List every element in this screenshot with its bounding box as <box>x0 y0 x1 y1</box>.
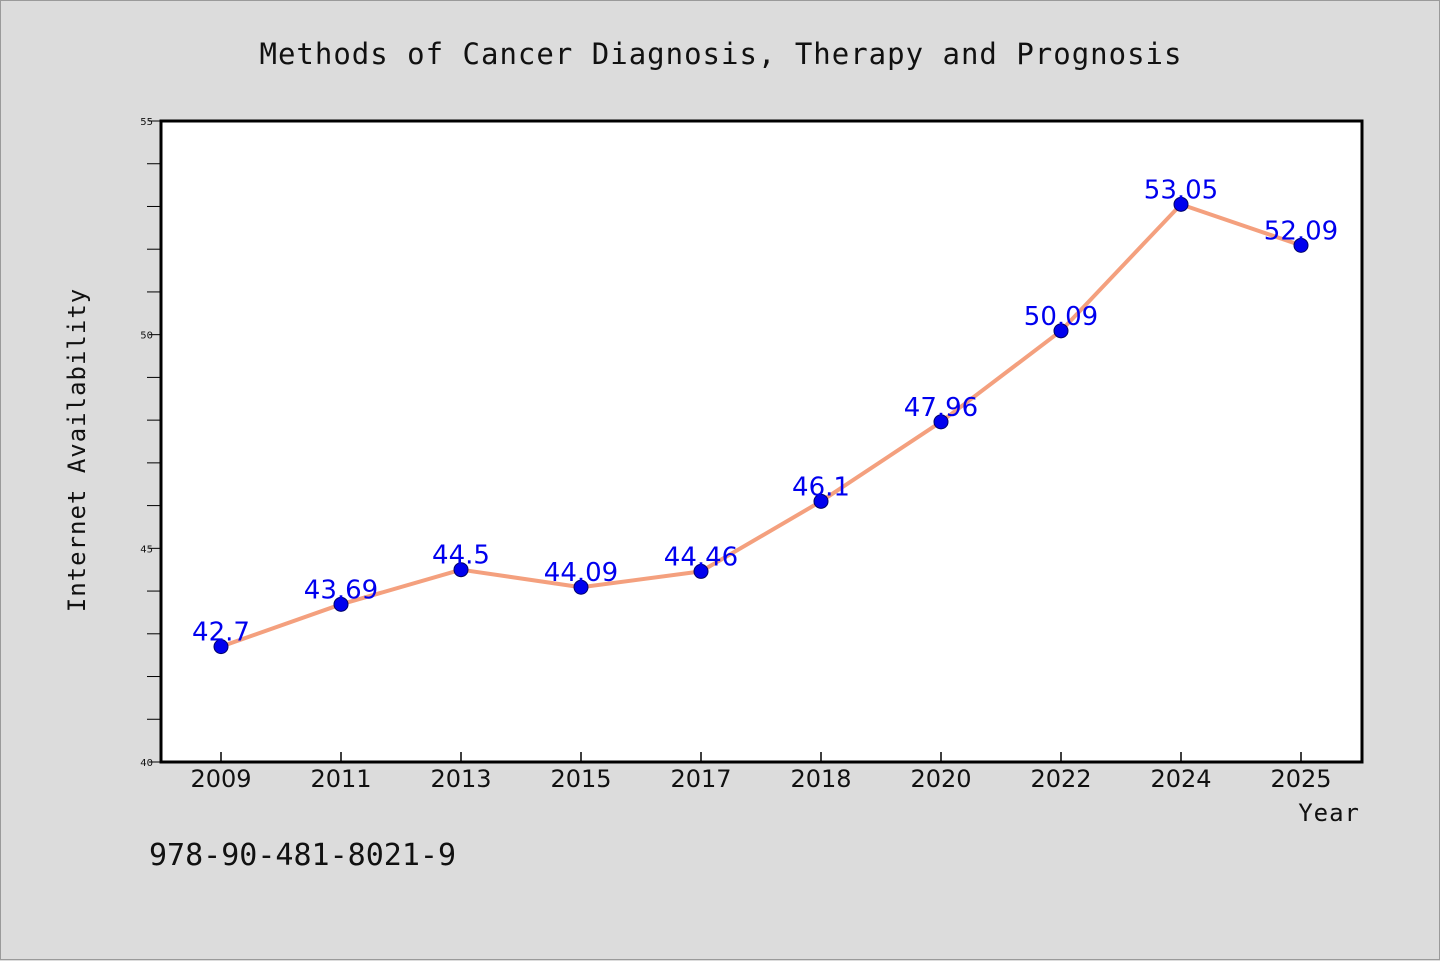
y-axis: 40 45 50 55 <box>140 117 161 769</box>
y-axis-label: Internet Availability <box>63 288 91 612</box>
data-point <box>693 563 709 579</box>
data-point <box>1293 237 1309 253</box>
y-tick-label: 40 <box>140 758 153 769</box>
data-label: 43.69 <box>304 575 378 605</box>
data-point <box>933 414 949 430</box>
data-label: 46.1 <box>792 472 850 502</box>
data-point <box>453 562 469 578</box>
x-tick-label: 2024 <box>1150 765 1211 793</box>
data-point <box>213 639 229 655</box>
data-label: 50.09 <box>1024 302 1098 332</box>
data-label: 44.09 <box>544 558 618 588</box>
x-axis: 2009 2011 2013 2015 2017 2018 2020 2022 2024 2025 <box>190 752 1332 793</box>
isbn-text: 978-90-481-8021-9 <box>149 838 456 873</box>
y-tick-label: 55 <box>140 117 153 128</box>
x-axis-label: Year <box>1298 799 1360 827</box>
series-group: 42.7 43.69 44.5 44.09 44.46 46.1 47.96 50.09 53.… <box>192 175 1338 655</box>
x-tick-label: 2017 <box>670 765 731 793</box>
x-tick-label: 2015 <box>550 765 611 793</box>
x-tick-label: 2020 <box>910 765 971 793</box>
plot-area <box>159 119 1364 764</box>
data-label: 44.5 <box>432 541 490 571</box>
x-tick-label: 2013 <box>430 765 491 793</box>
x-tick-label: 2018 <box>790 765 851 793</box>
x-tick-label: 2022 <box>1030 765 1091 793</box>
data-point <box>573 579 589 595</box>
chart-title: Methods of Cancer Diagnosis, Therapy and… <box>260 37 1183 71</box>
data-point <box>333 596 349 612</box>
x-tick-label: 2025 <box>1270 765 1331 793</box>
data-point <box>813 493 829 509</box>
data-label: 53.05 <box>1144 175 1218 205</box>
y-tick-label: 45 <box>140 544 153 555</box>
data-label: 42.7 <box>192 618 250 648</box>
data-point <box>1173 196 1189 212</box>
data-label: 47.96 <box>904 393 978 423</box>
data-point <box>1053 323 1069 339</box>
series-line <box>219 202 1303 649</box>
x-tick-label: 2011 <box>310 765 371 793</box>
data-label: 44.46 <box>664 542 738 572</box>
x-tick-label: 2009 <box>190 765 251 793</box>
data-label: 52.09 <box>1264 216 1338 246</box>
y-tick-label: 50 <box>140 331 153 342</box>
